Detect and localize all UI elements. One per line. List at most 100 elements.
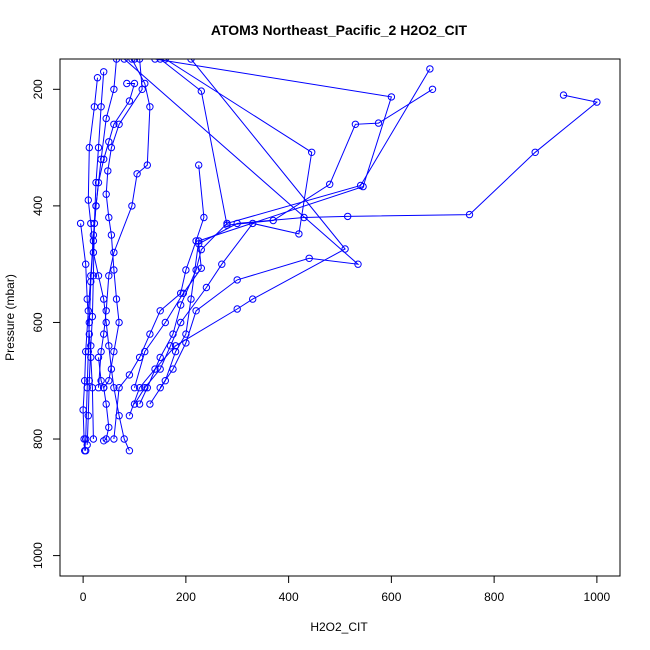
series-14 xyxy=(83,68,108,449)
data-point xyxy=(169,365,177,373)
data-point xyxy=(171,347,180,356)
data-point xyxy=(146,103,154,111)
data-point xyxy=(125,371,134,379)
data-point xyxy=(531,148,539,157)
data-point xyxy=(100,330,108,338)
data-point xyxy=(133,170,141,178)
data-point xyxy=(233,276,241,284)
data-point xyxy=(192,266,200,274)
data-point xyxy=(93,74,102,82)
data-point xyxy=(87,342,95,350)
data-point xyxy=(102,400,110,408)
data-point xyxy=(130,59,139,63)
data-point xyxy=(107,143,116,152)
data-point xyxy=(171,342,180,350)
data-point xyxy=(151,59,159,63)
data-point xyxy=(156,384,164,392)
data-point xyxy=(305,254,313,262)
data-point xyxy=(90,219,99,228)
data-point xyxy=(110,384,118,392)
data-point xyxy=(85,143,94,152)
x-tick-label: 0 xyxy=(80,590,87,604)
data-point xyxy=(110,120,118,129)
data-point xyxy=(110,347,118,356)
y-tick-label: 800 xyxy=(31,429,45,449)
y-axis-label: Pressure (mbar) xyxy=(3,274,17,361)
series-11 xyxy=(135,65,434,408)
data-point xyxy=(249,295,257,303)
series-4 xyxy=(100,59,146,392)
data-point xyxy=(197,264,206,272)
data-point xyxy=(105,342,113,350)
data-point xyxy=(187,295,195,303)
data-point xyxy=(83,441,91,449)
data-point xyxy=(92,202,100,210)
data-point xyxy=(76,219,85,228)
data-point xyxy=(161,59,169,63)
series-12 xyxy=(120,59,362,392)
data-point xyxy=(351,120,360,129)
series-line xyxy=(86,71,105,445)
data-point xyxy=(182,266,190,274)
data-point xyxy=(233,305,241,313)
data-point xyxy=(115,318,123,327)
data-point xyxy=(97,377,105,385)
data-point xyxy=(161,377,170,385)
x-tick-label: 1000 xyxy=(584,590,611,604)
series-line xyxy=(98,357,110,442)
data-point xyxy=(249,219,257,228)
data-point xyxy=(94,353,103,362)
series-5 xyxy=(110,161,208,443)
series-line xyxy=(84,59,117,451)
series-line xyxy=(123,59,360,388)
series-line xyxy=(149,59,393,405)
data-point xyxy=(465,210,474,219)
series-line xyxy=(80,223,94,440)
data-point xyxy=(138,85,146,94)
data-point xyxy=(326,180,334,189)
data-point xyxy=(374,119,383,127)
data-point xyxy=(112,59,121,63)
x-tick-label: 800 xyxy=(484,590,504,604)
y-tick-label: 200 xyxy=(31,79,45,99)
series-line xyxy=(134,94,599,388)
series-8 xyxy=(146,59,396,408)
data-point xyxy=(156,365,164,373)
data-point xyxy=(143,161,152,169)
data-point xyxy=(146,330,154,338)
data-point xyxy=(197,87,206,95)
series-line xyxy=(87,77,130,451)
data-point xyxy=(295,230,303,238)
x-tick-label: 200 xyxy=(176,590,196,604)
data-point xyxy=(105,377,113,385)
data-point xyxy=(135,59,144,63)
data-point xyxy=(107,231,116,239)
data-point xyxy=(387,93,396,101)
data-point xyxy=(354,260,362,268)
data-point xyxy=(559,91,568,99)
data-point xyxy=(141,347,149,356)
series-10 xyxy=(130,91,601,392)
data-point xyxy=(179,289,188,297)
plot-frame xyxy=(59,58,621,577)
series-layer xyxy=(76,59,601,455)
data-point xyxy=(82,260,90,268)
x-tick-label: 400 xyxy=(279,590,299,604)
data-point xyxy=(128,202,136,210)
data-point xyxy=(88,384,97,392)
data-point xyxy=(85,330,94,338)
data-point xyxy=(110,248,118,257)
data-point xyxy=(83,295,91,303)
data-point xyxy=(426,65,434,73)
data-point xyxy=(102,190,110,198)
data-point xyxy=(151,365,159,373)
data-point xyxy=(110,435,118,443)
data-point xyxy=(156,59,164,63)
data-point xyxy=(130,384,139,392)
series-16 xyxy=(94,353,113,445)
data-point xyxy=(177,301,185,309)
data-point xyxy=(341,245,349,253)
data-point xyxy=(344,212,352,221)
data-point xyxy=(83,384,91,392)
